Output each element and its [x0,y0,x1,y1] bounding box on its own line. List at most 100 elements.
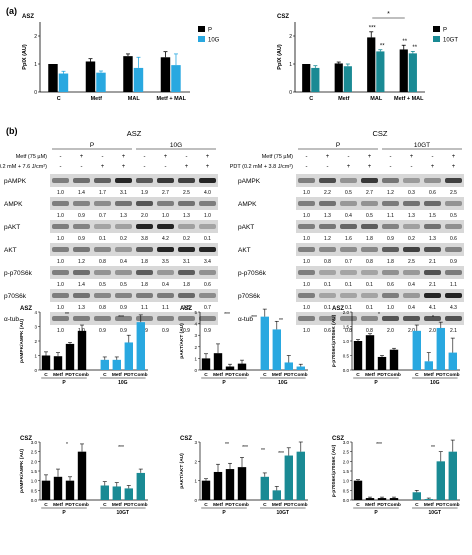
legend-label: 10GT [443,38,458,44]
treatment-sign: - [327,164,329,170]
blot-band [445,201,462,206]
blot-quant-value: 3.5 [162,259,169,265]
treatment-label: PDT (0.2 mM + 7.6 J/cm²) [0,164,47,170]
blot-band [94,293,111,298]
bar [237,363,247,370]
treatment-sign: + [431,164,435,170]
bar [77,451,87,500]
blot-band [340,224,357,229]
blot-band [382,270,399,275]
bar [213,353,223,370]
blot-row-label: pAMPK [238,178,261,185]
blot-quant-value: 1.3 [324,213,331,219]
blot-quant-value: 1.5 [183,305,190,311]
blot-quant-value: 0.8 [366,328,373,334]
bar [65,480,75,500]
y-tick-label: 4 [34,310,37,315]
blot-quant-value: 0.9 [387,236,394,242]
blot-band [52,178,69,183]
x-tick-label: Metf + MAL [157,96,187,102]
y-tick-label: 1 [34,62,37,68]
bar [136,322,145,370]
blot-band [424,224,441,229]
blot-band [382,293,399,298]
bar [412,492,421,500]
bar [225,366,235,370]
blot-strip [296,220,464,233]
blot-band [199,270,216,275]
x-tick-label: C [309,96,313,102]
treatment-sign: + [80,154,84,160]
blot-band [115,316,132,321]
blot-strip [296,266,464,279]
blot-quant-value: 3.8 [141,236,148,242]
blot-quant-value: 1.8 [366,236,373,242]
blot-band [361,178,378,183]
x-tick-label: Metf [272,372,282,378]
blot-quant-value: 1.3 [429,236,436,242]
bar [353,480,363,500]
blot-band [298,224,315,229]
blot-band [115,201,132,206]
y-axis-label: PpIX (AU) [22,44,28,70]
blot-quant-value: 0.6 [324,328,331,334]
blot-quant-value: 0.2 [120,236,127,242]
blot-band [361,316,378,321]
treatment-sign: + [185,164,189,170]
significance-star: ** [380,44,385,50]
bar [272,490,281,500]
significance-star: *** [118,445,124,451]
blot-strip [50,220,218,233]
bar [136,472,145,500]
blot-quant-value: 0.9 [120,328,127,334]
blot-quant-value: 0.1 [345,305,352,311]
blot-band [157,201,174,206]
blot-band [136,224,153,229]
blot-quant-value: 0.8 [99,305,106,311]
blot-band [319,270,336,275]
blot-band [445,247,462,252]
blot-quant-value: 0.8 [99,259,106,265]
legend-swatch [198,26,205,32]
bar [85,61,96,92]
bar [334,63,343,92]
blot-strip [50,312,218,325]
significance-star: ** [412,45,417,51]
blot-quant-value: 1.8 [141,282,148,288]
blot-quant-value: 1.1 [450,282,457,288]
blot-band [319,201,336,206]
treatment-sign: - [81,164,83,170]
y-tick-label: 1.5 [343,325,350,330]
bar [96,72,106,92]
blot-quant-value: 1.0 [57,190,64,196]
blot-band [178,201,195,206]
blot-blot-csz: CSZ P 10GT Metf (75 µM) - + - + - + - + PDT (0.2 mM … [230,129,464,334]
blot-quant-value: 2.5 [408,259,415,265]
y-tick-label: 1 [289,62,292,68]
blot-quant-value: 4.1 [429,305,436,311]
blot-band [115,270,132,275]
blot-band [178,224,195,229]
x-tick-label: PDT [124,372,134,378]
bar [365,498,375,500]
blot-quant-value: 3.4 [204,259,211,265]
blot-band [403,293,420,298]
blot-quant-value: 1.2 [324,236,331,242]
x-tick-label: C [44,502,48,508]
blot-quant-value: 0.6 [450,236,457,242]
x-tick-label: Comb [446,502,460,508]
treatment-sign: - [390,164,392,170]
bar [260,476,269,500]
blot-quant-value: 1.0 [57,282,64,288]
group-label: 10GT [414,142,430,149]
significance-star: ** [65,312,69,318]
bar [53,356,63,370]
y-tick-label: 0 [34,90,37,96]
group-label: 10G [430,380,440,386]
blot-band [340,270,357,275]
x-tick-label: PDT [436,372,446,378]
blot-band [424,316,441,321]
blot-band [73,293,90,298]
bar [65,343,75,370]
